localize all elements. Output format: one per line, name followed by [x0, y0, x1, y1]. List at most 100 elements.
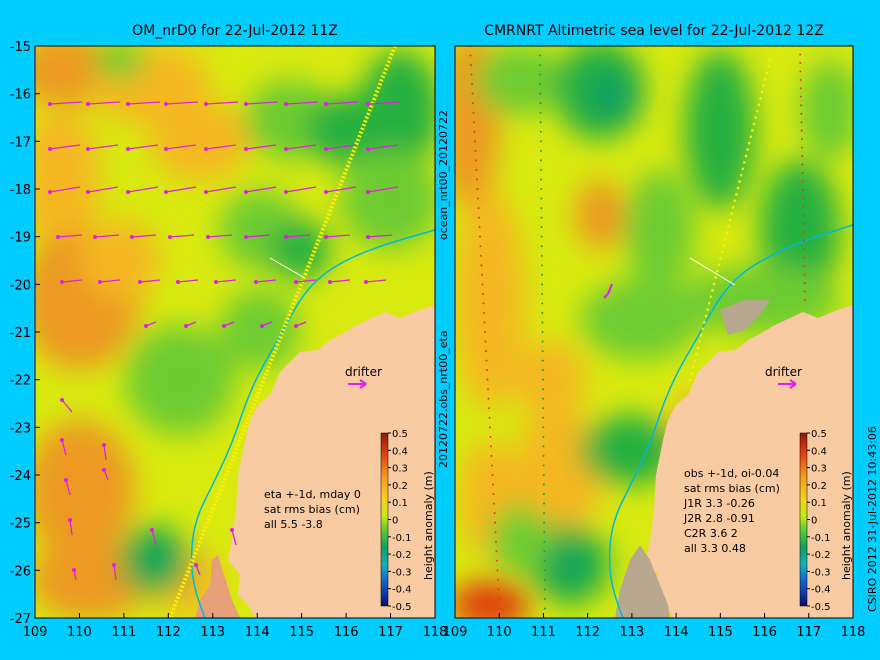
- current-vector: [215, 279, 237, 283]
- track-point: [485, 350, 487, 353]
- current-vector: [285, 101, 319, 105]
- track-point: [470, 64, 472, 67]
- track-point: [481, 273, 483, 276]
- current-vector-head: [204, 190, 208, 194]
- track-point: [711, 289, 714, 292]
- track-point: [478, 226, 481, 229]
- current-vector: [177, 279, 199, 283]
- track-point: [539, 111, 542, 114]
- track-point: [495, 540, 497, 543]
- track-point: [749, 135, 753, 139]
- track-point: [482, 302, 485, 305]
- current-vector: [49, 186, 81, 193]
- track-point: [542, 416, 545, 419]
- current-vector-head: [294, 324, 298, 328]
- current-vector-head: [204, 102, 208, 106]
- y-tick-label: -23: [10, 421, 31, 436]
- colorbar-tick-label: -0.3: [811, 567, 831, 578]
- current-vector-head: [48, 147, 52, 151]
- current-vector-head: [126, 102, 130, 106]
- current-vector: [207, 234, 233, 238]
- track-point: [763, 77, 767, 81]
- x-tick-label: 118: [841, 625, 866, 640]
- track-point: [799, 61, 802, 64]
- track-point: [496, 559, 498, 562]
- track-point: [543, 512, 546, 515]
- track-point: [800, 121, 803, 124]
- track-point: [472, 102, 474, 105]
- current-vector: [61, 279, 83, 283]
- left-colorbar-label: height anomaly (m): [422, 471, 435, 580]
- track-point: [469, 54, 472, 57]
- track-point: [691, 365, 695, 369]
- track-point: [736, 186, 740, 190]
- left-transect-line: [269, 257, 306, 279]
- track-point: [492, 483, 494, 486]
- track-point: [759, 97, 762, 100]
- current-vector-head: [86, 102, 90, 106]
- track-point: [712, 282, 716, 286]
- right-map-panel: drifter: [455, 46, 853, 618]
- current-vector-head: [56, 235, 60, 239]
- track-point: [480, 264, 483, 267]
- track-point: [765, 71, 769, 75]
- track-point: [733, 199, 737, 203]
- track-point: [799, 53, 802, 56]
- track-point: [540, 207, 543, 210]
- track-point: [757, 103, 761, 107]
- current-vector-head: [86, 190, 90, 194]
- x-tick-label: 113: [619, 625, 644, 640]
- current-vector: [127, 186, 159, 193]
- track-point: [542, 435, 545, 438]
- track-point: [497, 578, 499, 581]
- current-vector-head: [68, 518, 72, 522]
- track-point: [541, 359, 544, 362]
- current-vector: [87, 101, 121, 105]
- track-point: [701, 327, 705, 331]
- track-point: [698, 340, 701, 343]
- current-vector-head: [366, 147, 370, 151]
- current-vector: [285, 144, 317, 150]
- track-point: [497, 588, 500, 591]
- current-vector-head: [284, 190, 288, 194]
- track-point: [801, 188, 804, 191]
- left-colorbar-scale: [380, 432, 389, 607]
- track-point: [706, 308, 709, 311]
- current-vector: [255, 279, 277, 283]
- track-point: [731, 205, 735, 209]
- track-point: [485, 359, 488, 362]
- track-point: [755, 109, 759, 113]
- current-vector-head: [294, 280, 298, 284]
- current-vector: [87, 144, 119, 150]
- colorbar-tick-label: 0.1: [392, 498, 408, 509]
- current-vector: [131, 234, 157, 238]
- track-point: [542, 474, 545, 476]
- x-tick-label: 111: [111, 625, 136, 640]
- track-point: [484, 331, 486, 333]
- track-point: [498, 607, 501, 610]
- current-vector-head: [102, 468, 106, 472]
- track-point: [704, 314, 708, 318]
- current-vector: [151, 529, 157, 546]
- track-point: [495, 550, 498, 553]
- track-point: [799, 87, 802, 90]
- track-point: [543, 588, 546, 591]
- right-stats-line-2: sat rms bias (cm): [684, 482, 780, 495]
- track-point: [767, 65, 770, 68]
- track-point: [752, 122, 756, 126]
- track-point: [541, 302, 544, 305]
- right-stats-text: obs +-1d, oi-0.04 sat rms bias (cm) J1R …: [683, 467, 780, 555]
- track-point: [540, 159, 542, 162]
- current-vector: [103, 444, 107, 461]
- track-point: [800, 104, 803, 107]
- current-vector-head: [144, 324, 148, 328]
- track-point: [490, 445, 492, 448]
- track-point: [802, 222, 805, 225]
- current-vector-head: [364, 280, 368, 284]
- left-drifter: [348, 379, 367, 389]
- track-point: [541, 321, 544, 324]
- y-tick-label: -15: [10, 40, 31, 55]
- track-point: [498, 597, 500, 600]
- left-stats-line-2: sat rms bias (cm): [264, 503, 360, 516]
- track-point: [690, 372, 693, 375]
